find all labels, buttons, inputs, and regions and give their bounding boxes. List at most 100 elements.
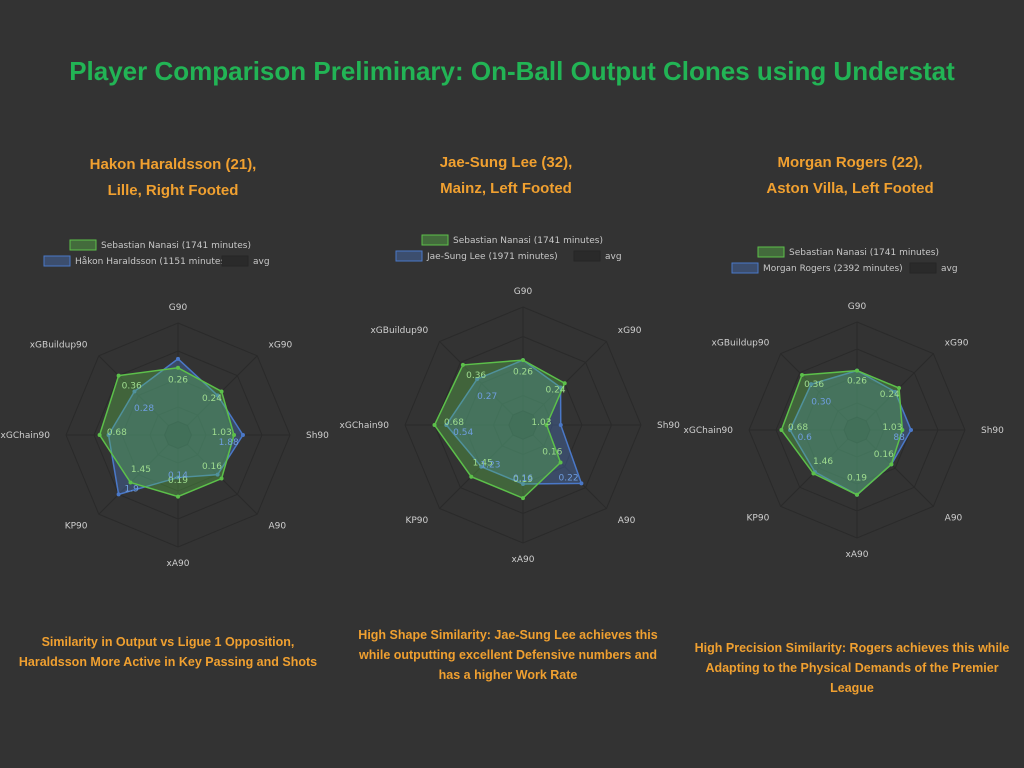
data-label: 0.16 (202, 462, 222, 472)
data-label: 1.03 (212, 428, 232, 438)
series-point (215, 472, 220, 477)
axis-label: G90 (169, 303, 188, 313)
data-label: 0.16 (874, 450, 894, 460)
similarity-note-haraldsson: Similarity in Output vs Ligue 1 Oppositi… (18, 635, 318, 669)
data-label: 0.26 (847, 377, 867, 387)
axis-label: KP90 (65, 522, 88, 532)
data-label: 0.36 (466, 371, 486, 381)
legend-entry: Sebastian Nanasi (1741 minutes) (101, 241, 251, 251)
series-point (232, 433, 236, 437)
legend-swatch (573, 250, 601, 262)
radar-spoke (98, 355, 179, 436)
series-point (97, 433, 102, 437)
axis-label: xGChain90 (684, 426, 734, 436)
data-label: 0.26 (513, 367, 533, 377)
data-label: 0.36 (122, 382, 142, 392)
axis-label: xGChain90 (1, 431, 51, 441)
series-point (800, 373, 805, 378)
data-label: 1.03 (531, 418, 551, 428)
data-label: 0.26 (168, 376, 188, 386)
series-point (116, 373, 121, 378)
series-point (855, 368, 859, 373)
data-label: 0.28 (134, 404, 154, 414)
legend-entry: Sebastian Nanasi (1741 minutes) (453, 236, 603, 246)
series-point (809, 382, 814, 387)
series-point (909, 428, 913, 432)
axis-label: G90 (848, 302, 867, 312)
legend-entry: avg (253, 257, 270, 267)
series-point (558, 460, 563, 465)
legend-swatch (69, 239, 97, 251)
series-point (544, 423, 549, 427)
series-point (432, 423, 437, 427)
player-heading-line2: Aston Villa, Left Footed (766, 180, 934, 197)
legend-swatch (731, 262, 759, 274)
axis-label: KP90 (747, 514, 770, 524)
series-point (132, 389, 137, 394)
data-label: 1.45 (473, 458, 493, 468)
legend-entry: Morgan Rogers (2392 minutes) (763, 264, 903, 274)
series-point (811, 471, 816, 476)
data-label: 0.68 (788, 423, 808, 433)
series-point (240, 433, 245, 437)
radar-spoke (780, 429, 858, 507)
data-label: 0.68 (444, 418, 464, 428)
legend-swatch (757, 246, 785, 258)
data-label: 0.24 (202, 394, 222, 404)
similarity-note-lee: High Shape Similarity: Jae-Sung Lee achi… (358, 628, 658, 682)
series-point (521, 482, 525, 486)
series-point (176, 475, 180, 480)
data-label: 0.68 (107, 428, 127, 438)
series-point (444, 423, 449, 427)
series-point (176, 356, 180, 361)
axis-label: Sh90 (306, 431, 329, 441)
data-label: 0.6 (798, 433, 813, 443)
player-heading-line1: Jae-Sung Lee (32), (439, 154, 573, 171)
series-point (855, 492, 859, 497)
series-point (521, 358, 525, 363)
axis-label: xG90 (269, 340, 293, 350)
series-point (788, 428, 793, 432)
radar-spoke (522, 424, 607, 509)
series-point (479, 464, 484, 469)
axis-label: xG90 (945, 338, 969, 348)
radar-spoke (439, 341, 524, 426)
axis-label: Sh90 (657, 421, 680, 431)
player-heading-lee: Jae-Sung Lee (32), Mainz, Left Footed (356, 150, 656, 202)
page-title: Player Comparison Preliminary: On-Ball O… (69, 56, 955, 86)
series-point (116, 492, 121, 497)
avg-series-area (843, 416, 871, 444)
series-point (893, 389, 898, 394)
player-heading-line1: Morgan Rogers (22), (777, 154, 923, 171)
similarity-note-rogers: High Precision Similarity: Rogers achiev… (694, 641, 1010, 695)
legend-swatch (395, 250, 423, 262)
axis-label: A90 (618, 516, 636, 526)
series-point (562, 381, 567, 386)
axis-label: G90 (514, 287, 533, 297)
data-label: 0.14 (168, 471, 188, 481)
player-heading-line2: Lille, Right Footed (107, 182, 239, 199)
series-point (460, 362, 465, 367)
axis-label: xGBuildup90 (30, 340, 88, 350)
data-label: 0.30 (811, 397, 831, 407)
series-point (579, 481, 584, 486)
data-label: 88 (893, 433, 905, 443)
axis-label: xA90 (512, 555, 535, 565)
data-label: 0.19 (847, 474, 867, 484)
player-heading-haraldsson: Hakon Haraldsson (21), Lille, Right Foot… (23, 152, 323, 204)
legend-entry: avg (605, 252, 622, 262)
axis-label: xGChain90 (340, 421, 390, 431)
axis-label: xG90 (618, 326, 642, 336)
series-point (558, 385, 563, 390)
series-point (219, 389, 224, 394)
legend-entry: avg (941, 264, 958, 274)
axis-label: Sh90 (981, 426, 1004, 436)
data-label: 1.46 (813, 457, 833, 467)
legend-entry: Håkon Haraldsson (1151 minutes) (75, 256, 229, 267)
axis-label: KP90 (405, 516, 428, 526)
data-label: 1.88 (219, 438, 239, 448)
series-point (897, 385, 902, 390)
axis-label: xGBuildup90 (712, 338, 770, 348)
series-point (475, 377, 480, 382)
data-label: 0.36 (804, 380, 824, 390)
